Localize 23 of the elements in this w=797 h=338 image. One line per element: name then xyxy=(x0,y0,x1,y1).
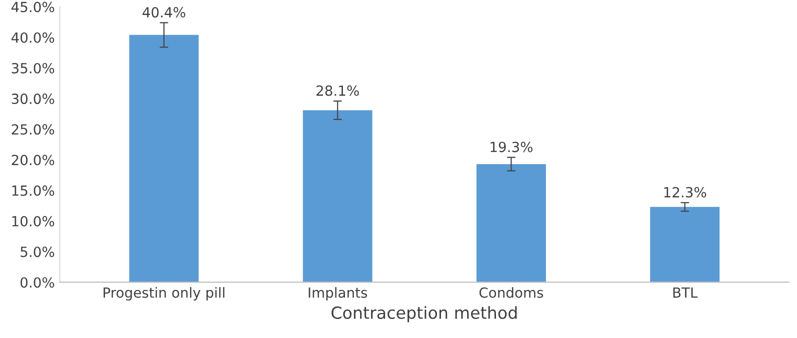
bar xyxy=(650,206,720,282)
y-tick-label: 45.0% xyxy=(11,2,54,12)
y-tick-label: 35.0% xyxy=(12,62,54,74)
y-tick-label: 40.0% xyxy=(11,32,54,43)
data-label: 12.3% xyxy=(664,187,706,198)
y-tick-label: 0.0% xyxy=(20,277,54,288)
data-label: 19.3% xyxy=(490,142,533,152)
y-tick-label: 30.0% xyxy=(12,94,54,104)
x-tick-label: Implants xyxy=(308,287,368,301)
x-axis-title: Contraception method xyxy=(332,306,517,322)
bar xyxy=(129,34,199,282)
y-tick-label: 15.0% xyxy=(12,185,54,196)
x-tick-label: Condoms xyxy=(479,287,544,298)
y-tick-label: 10.0% xyxy=(12,216,54,226)
data-label: 40.4% xyxy=(142,7,186,18)
y-tick-label: 25.0% xyxy=(12,124,54,135)
bar xyxy=(302,110,372,282)
y-tick-label: 5.0% xyxy=(20,246,54,258)
x-tick-label: BTL xyxy=(673,288,698,298)
bar xyxy=(476,164,546,282)
x-tick-label: Progestin only pill xyxy=(104,287,224,301)
y-tick-label: 20.0% xyxy=(12,154,54,166)
data-label: 28.1% xyxy=(316,85,359,96)
